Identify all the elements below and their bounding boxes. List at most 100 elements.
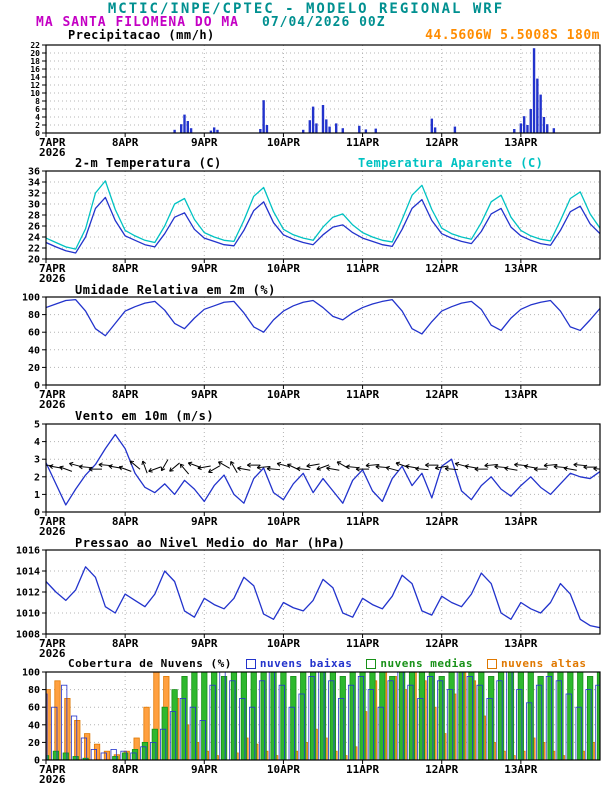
svg-text:32: 32	[28, 189, 40, 200]
svg-text:13APR: 13APR	[504, 637, 537, 650]
svg-text:100: 100	[22, 668, 40, 679]
legend-low-clouds: nuvens baixas	[245, 657, 353, 670]
svg-text:11APR: 11APR	[346, 136, 379, 149]
legend-low-clouds-label: nuvens baixas	[259, 657, 353, 670]
cloud-cover-title: Cobertura de Nuvens (%)	[68, 657, 232, 670]
svg-text:2: 2	[35, 121, 40, 130]
svg-text:100: 100	[22, 293, 40, 304]
svg-text:16: 16	[30, 65, 40, 74]
station-name: MA SANTA FILOMENA DO MA	[36, 15, 240, 30]
svg-text:2026: 2026	[39, 525, 66, 538]
svg-text:28: 28	[28, 211, 40, 222]
svg-text:40: 40	[28, 345, 40, 356]
svg-text:60: 60	[28, 703, 40, 714]
cloud-cover-title-row: Cobertura de Nuvens (%) nuvens baixas nu…	[68, 657, 587, 670]
wind-title: Vento em 10m (m/s)	[75, 409, 215, 423]
svg-text:2026: 2026	[39, 647, 66, 660]
svg-text:9APR: 9APR	[191, 763, 218, 776]
temperature-title: 2-m Temperatura (C)	[75, 156, 222, 170]
svg-text:13APR: 13APR	[504, 136, 537, 149]
svg-text:11APR: 11APR	[346, 637, 379, 650]
svg-text:7APR: 7APR	[39, 136, 66, 149]
svg-text:13APR: 13APR	[504, 515, 537, 528]
svg-text:13APR: 13APR	[504, 388, 537, 401]
svg-text:1010: 1010	[16, 609, 40, 620]
svg-text:8APR: 8APR	[112, 763, 139, 776]
svg-text:4: 4	[35, 113, 40, 122]
svg-text:1016: 1016	[16, 546, 40, 557]
svg-text:24: 24	[28, 233, 40, 244]
pressure-title: Pressao ao Nivel Medio do Mar (hPa)	[75, 536, 346, 550]
svg-text:10: 10	[30, 89, 40, 98]
svg-text:1012: 1012	[16, 588, 40, 599]
svg-text:3: 3	[34, 455, 40, 466]
svg-text:12: 12	[30, 81, 40, 90]
svg-text:18: 18	[30, 57, 40, 66]
svg-text:20: 20	[28, 255, 40, 266]
svg-text:8APR: 8APR	[112, 637, 139, 650]
legend-high-clouds: nuvens altas	[487, 657, 586, 670]
svg-text:8APR: 8APR	[112, 515, 139, 528]
svg-text:80: 80	[28, 685, 40, 696]
svg-text:10APR: 10APR	[267, 262, 300, 275]
svg-text:6: 6	[35, 105, 40, 114]
svg-text:20: 20	[28, 738, 40, 749]
svg-text:0: 0	[34, 508, 40, 519]
svg-text:12APR: 12APR	[425, 637, 458, 650]
svg-text:2026: 2026	[39, 773, 66, 786]
svg-text:12APR: 12APR	[425, 763, 458, 776]
svg-text:22: 22	[30, 41, 40, 50]
svg-text:10APR: 10APR	[267, 515, 300, 528]
svg-text:10APR: 10APR	[267, 637, 300, 650]
svg-text:2026: 2026	[39, 146, 66, 159]
precipitation-title: Precipitacao (mm/h)	[68, 28, 215, 42]
app-title: MCTIC/INPE/CPTEC - MODELO REGIONAL WRF	[107, 1, 505, 17]
legend-mid-clouds-label: nuvens medias	[380, 657, 474, 670]
humidity-title: Umidade Relativa em 2m (%)	[75, 283, 276, 297]
svg-text:10APR: 10APR	[267, 136, 300, 149]
svg-text:9APR: 9APR	[191, 637, 218, 650]
svg-text:4: 4	[34, 437, 40, 448]
svg-text:7APR: 7APR	[39, 388, 66, 401]
svg-text:0: 0	[34, 756, 40, 767]
svg-text:5: 5	[34, 420, 40, 431]
svg-text:13APR: 13APR	[504, 763, 537, 776]
svg-text:11APR: 11APR	[346, 763, 379, 776]
svg-text:13APR: 13APR	[504, 262, 537, 275]
apparent-temperature-legend: Temperatura Aparente (C)	[358, 156, 544, 170]
svg-text:8APR: 8APR	[112, 262, 139, 275]
legend-mid-clouds: nuvens medias	[366, 657, 473, 670]
svg-text:7APR: 7APR	[39, 763, 66, 776]
svg-text:12APR: 12APR	[425, 262, 458, 275]
svg-text:11APR: 11APR	[346, 515, 379, 528]
svg-text:7APR: 7APR	[39, 637, 66, 650]
svg-text:12APR: 12APR	[425, 136, 458, 149]
low-clouds-swatch-icon	[245, 658, 256, 669]
svg-text:40: 40	[28, 720, 40, 731]
svg-text:12APR: 12APR	[425, 388, 458, 401]
svg-text:8APR: 8APR	[112, 388, 139, 401]
svg-text:0: 0	[35, 129, 40, 138]
svg-text:12APR: 12APR	[425, 515, 458, 528]
svg-text:10APR: 10APR	[267, 388, 300, 401]
svg-text:9APR: 9APR	[191, 136, 218, 149]
legend-high-clouds-label: nuvens altas	[501, 657, 587, 670]
svg-text:14: 14	[30, 73, 40, 82]
coordinates-label: 44.5606W 5.5008S 180m	[425, 28, 600, 43]
svg-text:2026: 2026	[39, 398, 66, 411]
svg-text:0: 0	[34, 381, 40, 392]
svg-text:8: 8	[35, 97, 40, 106]
svg-text:8APR: 8APR	[112, 136, 139, 149]
svg-text:34: 34	[28, 178, 40, 189]
svg-text:11APR: 11APR	[346, 262, 379, 275]
svg-text:10APR: 10APR	[267, 763, 300, 776]
svg-text:1014: 1014	[16, 567, 40, 578]
